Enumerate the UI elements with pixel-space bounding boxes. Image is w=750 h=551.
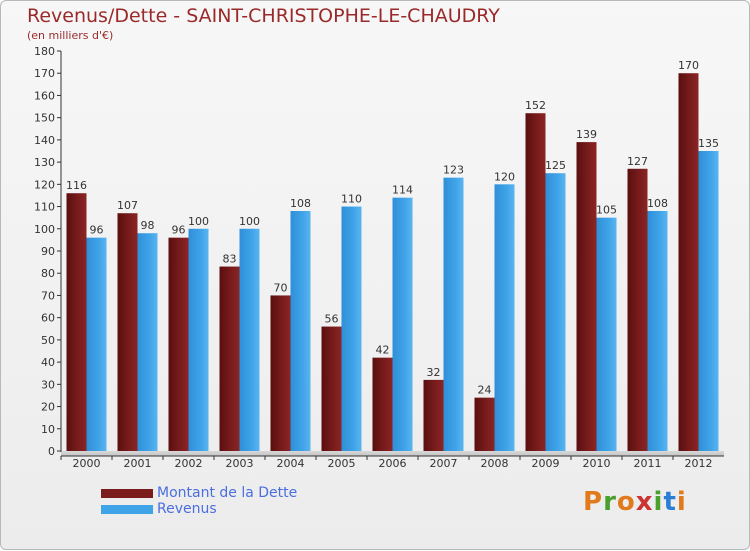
y-tick-label: 40	[41, 356, 55, 369]
bar-dette	[474, 397, 495, 451]
x-tick-label: 2009	[532, 457, 560, 470]
bar-dette	[66, 193, 87, 451]
x-tick-label: 2000	[73, 457, 101, 470]
legend-item-revenus: Revenus	[101, 501, 297, 517]
data-label-revenus: 105	[596, 204, 617, 217]
bar-revenus	[188, 228, 209, 451]
data-label-dette: 32	[427, 366, 441, 379]
bar-dette	[219, 266, 240, 451]
legend: Montant de la Dette Revenus	[101, 485, 297, 517]
data-label-revenus: 135	[698, 137, 719, 150]
y-tick-label: 130	[34, 156, 55, 169]
bar-dette	[576, 142, 597, 451]
bar-dette	[627, 168, 648, 451]
y-tick-label: 180	[34, 45, 55, 58]
x-tick-label: 2006	[379, 457, 407, 470]
y-tick-label: 10	[41, 423, 55, 436]
data-label-revenus: 123	[443, 164, 464, 177]
data-label-revenus: 120	[494, 170, 515, 183]
y-tick-label: 90	[41, 245, 55, 258]
x-tick-label: 2008	[481, 457, 509, 470]
bar-revenus	[698, 151, 719, 451]
data-label-revenus: 125	[545, 159, 566, 172]
bar-dette	[117, 213, 138, 451]
y-tick-label: 70	[41, 289, 55, 302]
x-tick-label: 2001	[124, 457, 152, 470]
x-tick-label: 2007	[430, 457, 458, 470]
legend-label-dette: Montant de la Dette	[157, 485, 298, 501]
data-label-dette: 24	[478, 384, 492, 397]
data-label-revenus: 96	[90, 224, 104, 237]
data-label-dette: 96	[172, 224, 186, 237]
data-label-revenus: 108	[290, 197, 311, 210]
bar-dette	[423, 379, 444, 451]
bar-revenus	[392, 197, 413, 451]
legend-label-revenus: Revenus	[157, 501, 217, 517]
bar-dette	[678, 73, 699, 451]
bar-revenus	[341, 206, 362, 451]
bar-dette	[372, 357, 393, 451]
y-tick-label: 50	[41, 334, 55, 347]
bar-revenus	[596, 217, 617, 451]
y-tick-label: 110	[34, 201, 55, 214]
bar-revenus	[86, 237, 107, 451]
x-tick-label: 2010	[583, 457, 611, 470]
data-label-revenus: 114	[392, 184, 413, 197]
legend-item-dette: Montant de la Dette	[101, 485, 297, 501]
y-tick-label: 120	[34, 178, 55, 191]
bar-dette	[525, 113, 546, 451]
y-tick-label: 60	[41, 312, 55, 325]
data-label-dette: 83	[223, 253, 237, 266]
bar-revenus	[494, 184, 515, 452]
bar-revenus	[647, 211, 668, 451]
y-tick-label: 80	[41, 267, 55, 280]
bar-revenus	[290, 211, 311, 451]
x-tick-label: 2002	[175, 457, 203, 470]
x-tick-label: 2003	[226, 457, 254, 470]
y-tick-label: 100	[34, 223, 55, 236]
y-tick-label: 0	[48, 445, 55, 458]
bar-revenus	[137, 233, 158, 451]
proxiti-logo: Proxiti	[583, 487, 687, 517]
data-label-revenus: 108	[647, 197, 668, 210]
data-label-revenus: 110	[341, 193, 362, 206]
chart-subtitle: (en milliers d'€)	[27, 29, 114, 42]
y-tick-label: 150	[34, 112, 55, 125]
data-label-dette: 139	[576, 128, 597, 141]
y-tick-label: 160	[34, 89, 55, 102]
bar-dette	[168, 237, 189, 451]
data-label-dette: 152	[525, 99, 546, 112]
bar-revenus	[443, 177, 464, 451]
x-tick-label: 2005	[328, 457, 356, 470]
y-tick-label: 30	[41, 378, 55, 391]
bar-revenus	[545, 173, 566, 451]
legend-swatch-revenus	[101, 504, 153, 514]
bar-revenus	[239, 228, 260, 451]
data-label-revenus: 98	[141, 219, 155, 232]
bar-dette	[270, 295, 291, 451]
x-tick-label: 2004	[277, 457, 305, 470]
y-tick-label: 140	[34, 134, 55, 147]
data-label-dette: 70	[274, 281, 288, 294]
y-tick-label: 170	[34, 67, 55, 80]
data-label-dette: 127	[627, 155, 648, 168]
chart-floor	[61, 451, 724, 456]
data-label-dette: 56	[325, 313, 339, 326]
x-tick-label: 2011	[634, 457, 662, 470]
x-tick-label: 2012	[685, 457, 713, 470]
data-label-dette: 116	[66, 179, 87, 192]
bar-dette	[321, 326, 342, 451]
y-tick-label: 20	[41, 401, 55, 414]
data-label-revenus: 100	[188, 215, 209, 228]
data-label-dette: 42	[376, 344, 390, 357]
data-label-dette: 170	[678, 59, 699, 72]
data-label-revenus: 100	[239, 215, 260, 228]
chart-title: Revenus/Dette - SAINT-CHRISTOPHE-LE-CHAU…	[27, 5, 500, 27]
legend-swatch-dette	[101, 488, 153, 498]
data-label-dette: 107	[117, 199, 138, 212]
